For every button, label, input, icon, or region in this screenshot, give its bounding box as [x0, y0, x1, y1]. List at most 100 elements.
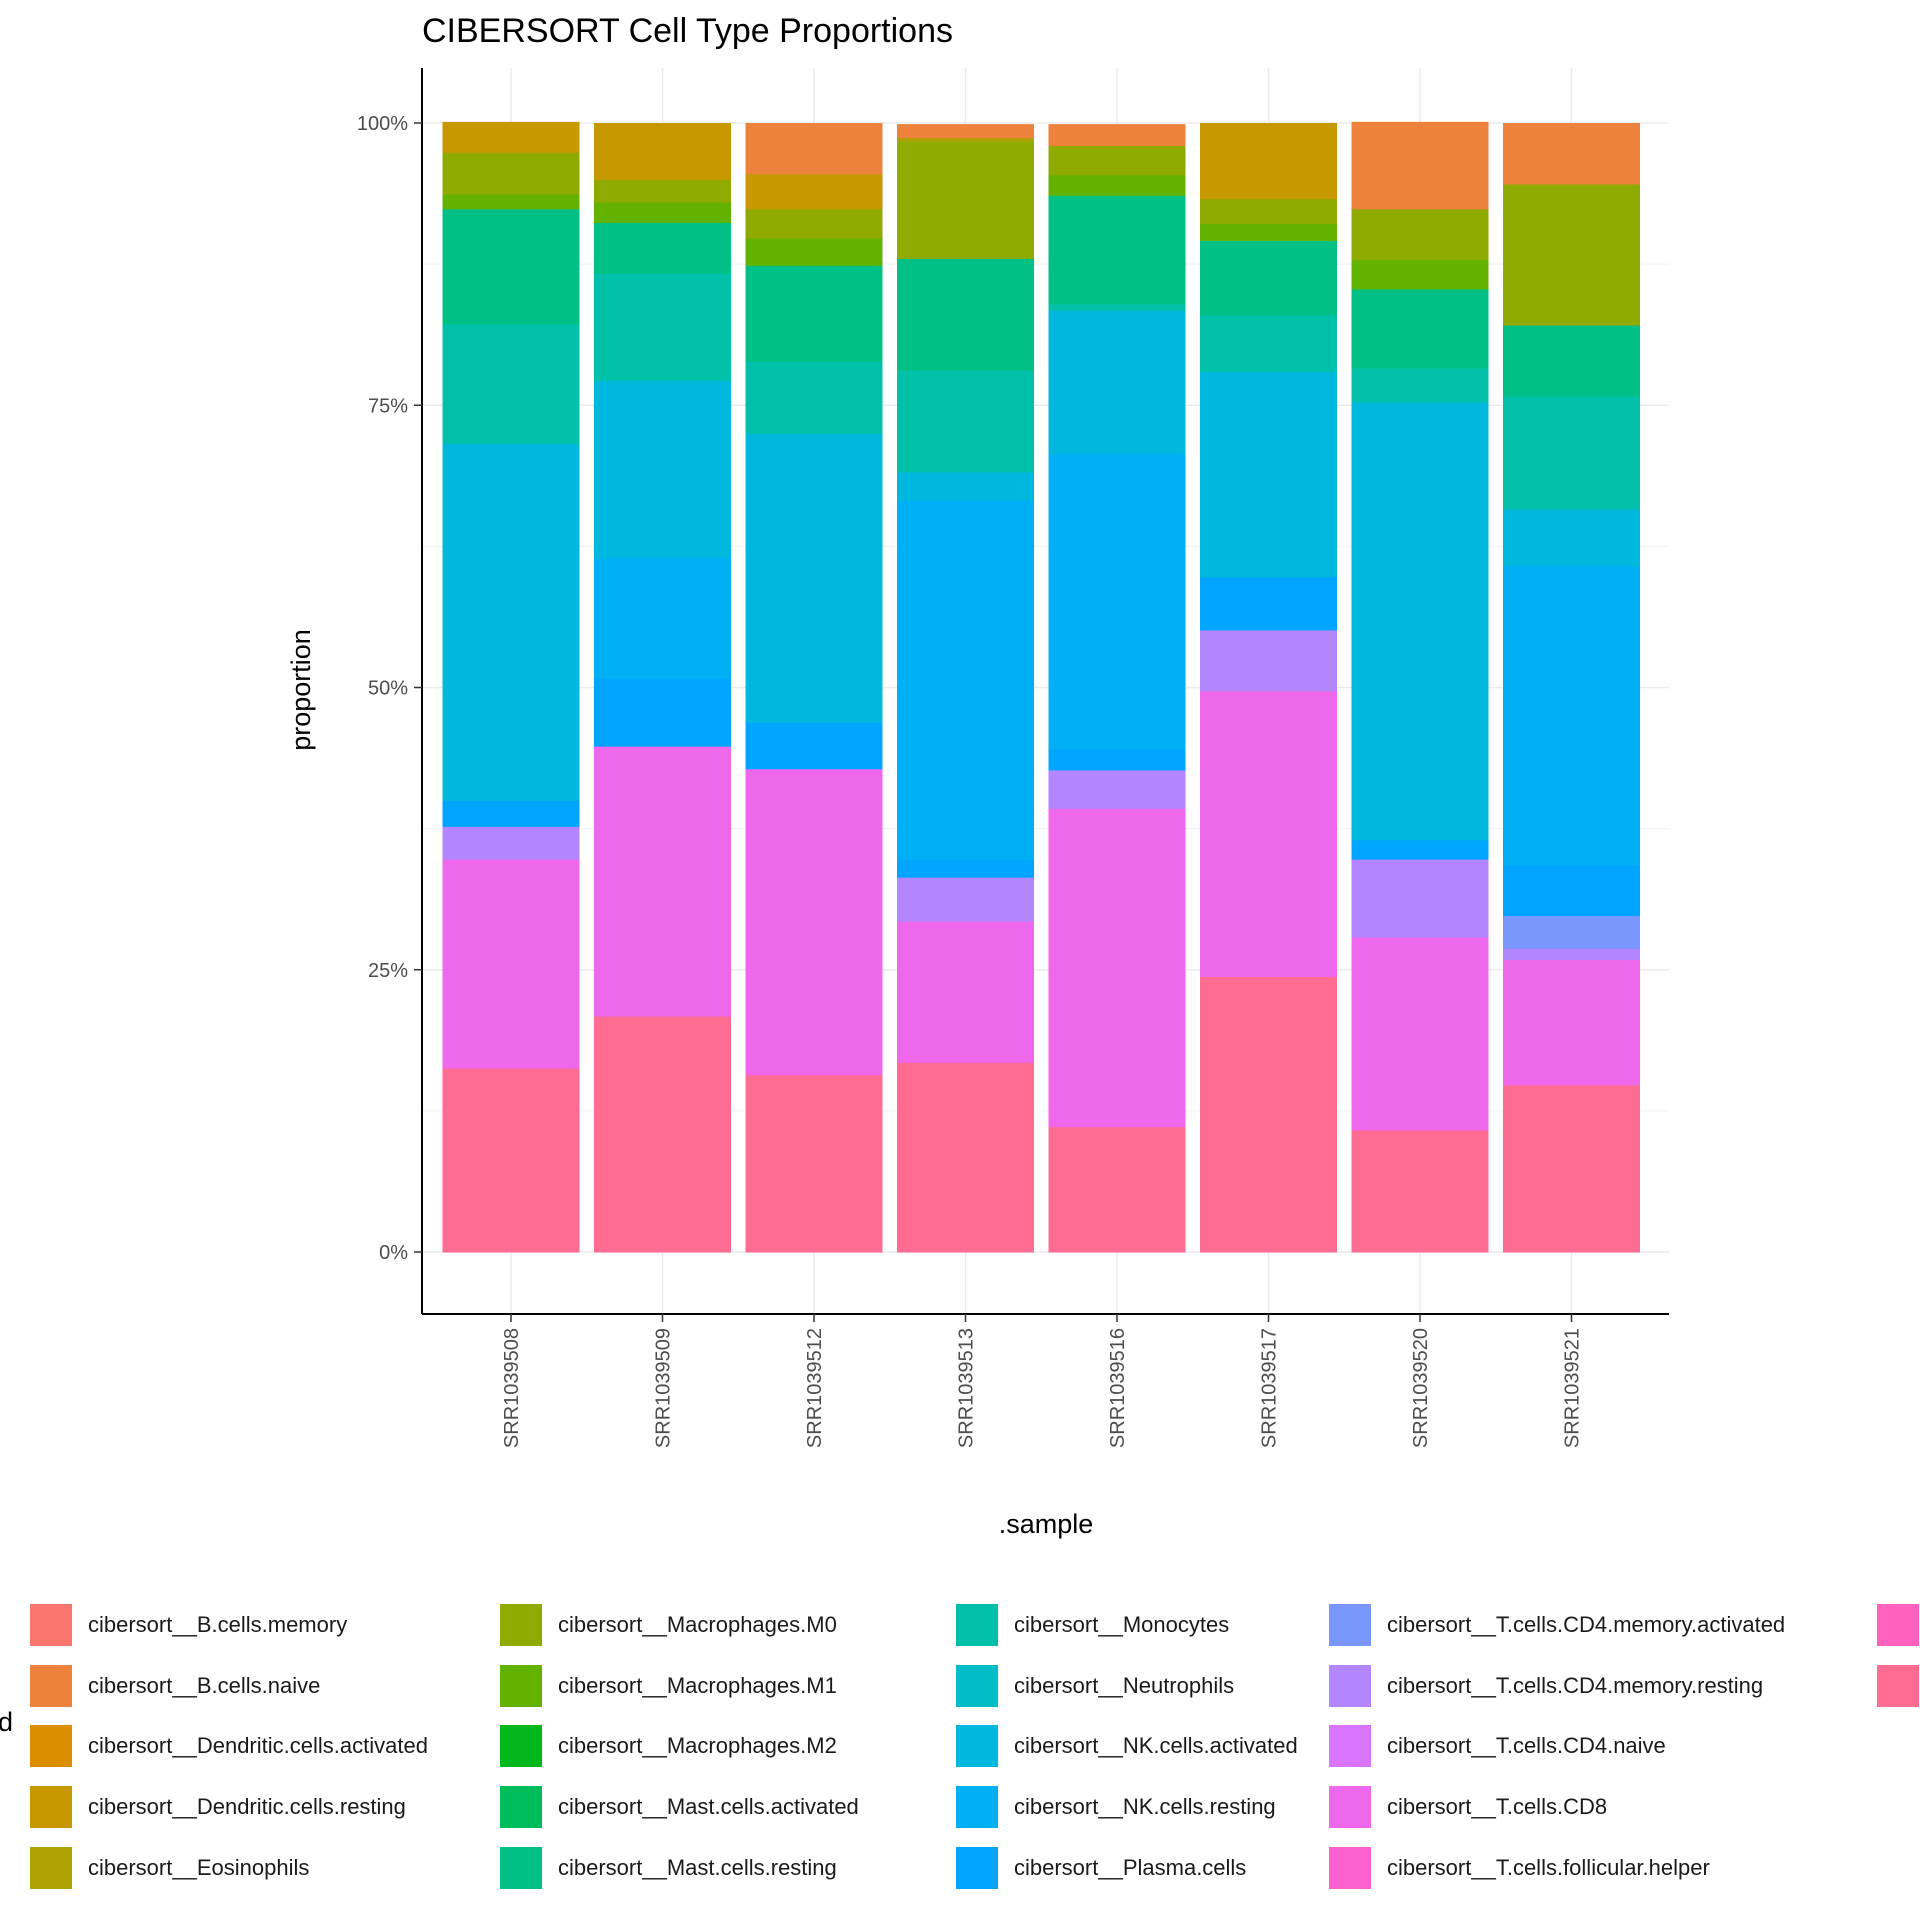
- x-tick-label: SRR1039517: [1259, 1328, 1281, 1448]
- bar-segment: [1200, 123, 1337, 200]
- y-tick-label: 100%: [357, 113, 408, 135]
- y-tick-label: 25%: [368, 960, 408, 982]
- bar-segment: [1351, 288, 1489, 369]
- bar-segment: [897, 877, 1034, 922]
- bar-segment: [897, 1062, 1034, 1253]
- bar-segment: [1351, 401, 1489, 841]
- bar-segment: [1503, 565, 1640, 866]
- bar-segment: [1200, 976, 1337, 1253]
- bar-segment: [442, 859, 580, 1069]
- bar-segment: [442, 152, 580, 195]
- bar-segment: [897, 141, 1034, 259]
- bar-segment: [442, 826, 580, 860]
- bar-segment: [1503, 325, 1640, 397]
- bar-segment: [1048, 769, 1186, 809]
- y-ticks: 0% 25% 50% 75% 100%: [357, 113, 422, 1264]
- bar-segment: [1048, 310, 1186, 455]
- y-tick-label: 0%: [379, 1242, 408, 1264]
- bar-segment: [442, 121, 580, 153]
- bar-segment: [897, 500, 1034, 860]
- chart-title: CIBERSORT Cell Type Proportions: [422, 12, 953, 50]
- bar-segment: [594, 179, 731, 203]
- bar-segment: [897, 258, 1034, 371]
- bar-segment: [745, 722, 883, 770]
- bar-segment: [745, 1074, 883, 1253]
- bar-segment: [1048, 303, 1186, 311]
- bar-segment: [1048, 1126, 1186, 1253]
- x-tick-label: SRR1039516: [1107, 1328, 1129, 1448]
- y-tick-label: 50%: [368, 678, 408, 700]
- x-tick-label: SRR1039520: [1410, 1328, 1432, 1448]
- bar-segment: [442, 800, 580, 827]
- bar-segment: [1503, 864, 1640, 917]
- bar-segment: [442, 323, 580, 445]
- bar-segment: [1200, 223, 1337, 241]
- bar-segment: [1048, 453, 1186, 749]
- bar-segment: [1503, 1084, 1640, 1253]
- bar-segment: [1048, 195, 1186, 305]
- bar-segment: [1200, 240, 1337, 316]
- bar-segment: [1048, 174, 1186, 196]
- bar-segment: [1503, 183, 1640, 326]
- y-axis-title: proportion: [286, 629, 316, 751]
- bar-segment: [1503, 915, 1640, 949]
- x-tick-label: SRR1039521: [1562, 1328, 1584, 1448]
- bar-segment: [1200, 629, 1337, 692]
- bar-segment: [1200, 314, 1337, 372]
- bar-segment: [745, 123, 883, 175]
- bar-segment: [594, 380, 731, 559]
- x-ticks: SRR1039508 SRR1039509 SRR1039512 SRR1039513…: [501, 1314, 1584, 1448]
- bar-segment: [442, 194, 580, 210]
- bar-segment: [594, 123, 731, 180]
- x-tick-label: SRR1039509: [653, 1328, 675, 1448]
- bar-segment: [1503, 396, 1640, 510]
- bar-segment: [1200, 576, 1337, 631]
- bar-segment: [1048, 145, 1186, 176]
- bar-segment: [745, 265, 883, 362]
- bar-segment: [1200, 198, 1337, 224]
- bar-segment: [1048, 748, 1186, 771]
- bar-segment: [1351, 259, 1489, 290]
- bar-segment: [1048, 124, 1186, 147]
- bar-segment: [594, 273, 731, 381]
- bar-segment: [442, 443, 580, 801]
- bar-segment: [594, 557, 731, 679]
- bar-segment: [745, 768, 883, 1076]
- bars: [442, 121, 1640, 1253]
- bar-segment: [1200, 371, 1337, 578]
- bar-segment: [745, 361, 883, 434]
- bar-segment: [745, 208, 883, 239]
- bar-segment: [442, 1067, 580, 1253]
- bar-segment: [1048, 808, 1186, 1128]
- bar-segment: [1351, 859, 1489, 938]
- bar-segment: [897, 137, 1034, 142]
- bar-segment: [594, 1016, 731, 1253]
- bar-segment: [745, 238, 883, 266]
- bar-segment: [1351, 121, 1489, 210]
- bar-segment: [594, 746, 731, 1017]
- bar-segment: [1503, 509, 1640, 567]
- x-tick-label: SRR1039513: [956, 1328, 978, 1448]
- bar-segment: [897, 370, 1034, 473]
- bar-segment: [1200, 690, 1337, 978]
- bar-segment: [594, 202, 731, 223]
- bar-segment: [1351, 367, 1489, 403]
- bar-segment: [897, 859, 1034, 878]
- bar-segment: [1351, 839, 1489, 860]
- bar-segment: [1351, 1130, 1489, 1253]
- bar-segment: [1503, 123, 1640, 185]
- bar-segment: [897, 124, 1034, 139]
- bar-segment: [1503, 948, 1640, 961]
- x-tick-label: SRR1039512: [804, 1328, 826, 1448]
- bar-segment: [1351, 208, 1489, 261]
- bar-segment: [745, 173, 883, 210]
- bar-segment: [442, 208, 580, 325]
- bar-segment: [594, 222, 731, 274]
- x-axis-title: .sample: [999, 1509, 1094, 1539]
- bar-segment: [1503, 959, 1640, 1086]
- bar-segment: [1351, 937, 1489, 1131]
- bar-segment: [897, 921, 1034, 1063]
- bar-segment: [745, 433, 883, 723]
- bar-segment: [594, 678, 731, 747]
